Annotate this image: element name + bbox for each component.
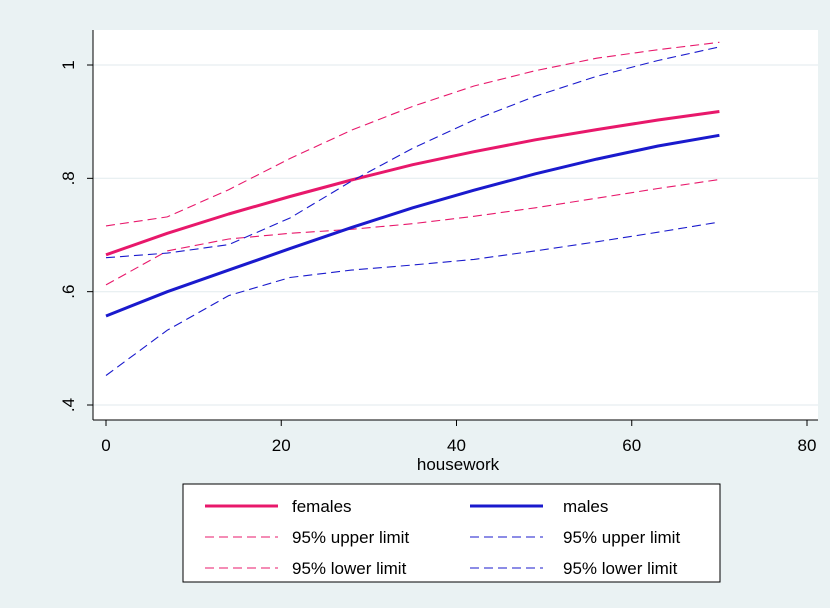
x-tick-label: 60	[622, 436, 641, 455]
x-tick-label: 40	[447, 436, 466, 455]
95-lower-limit-line-2	[105, 178, 720, 286]
legend-label: 95% upper limit	[563, 528, 680, 547]
x-axis-title: housework	[417, 455, 500, 474]
series-lines	[105, 41, 720, 376]
males-line-3	[105, 133, 720, 318]
females-line-0	[105, 110, 720, 257]
legend-label: 95% upper limit	[292, 528, 409, 547]
y-tick-label: 1	[59, 60, 78, 69]
legend-box	[182, 483, 721, 583]
legend-label: females	[292, 497, 352, 516]
gridlines	[93, 64, 818, 406]
legend-label: 95% lower limit	[563, 559, 678, 578]
legend-label: males	[563, 497, 608, 516]
95-upper-limit-line-1	[105, 41, 720, 227]
y-tick-label: .6	[59, 285, 78, 299]
y-tick-label: .8	[59, 171, 78, 185]
y-tick-label: .4	[59, 398, 78, 412]
axes: .4 .6 .8 1 0 20 40 60 80	[59, 30, 818, 455]
95-upper-limit-line-4	[105, 46, 720, 259]
legend: females 95% upper limit 95% lower limit mal…	[182, 483, 721, 583]
legend-label: 95% lower limit	[292, 559, 407, 578]
plot-area	[93, 30, 818, 420]
x-tick-label: 20	[272, 436, 291, 455]
95-lower-limit-line-5	[105, 221, 720, 376]
x-tick-label: 80	[798, 436, 817, 455]
x-tick-label: 0	[101, 436, 110, 455]
